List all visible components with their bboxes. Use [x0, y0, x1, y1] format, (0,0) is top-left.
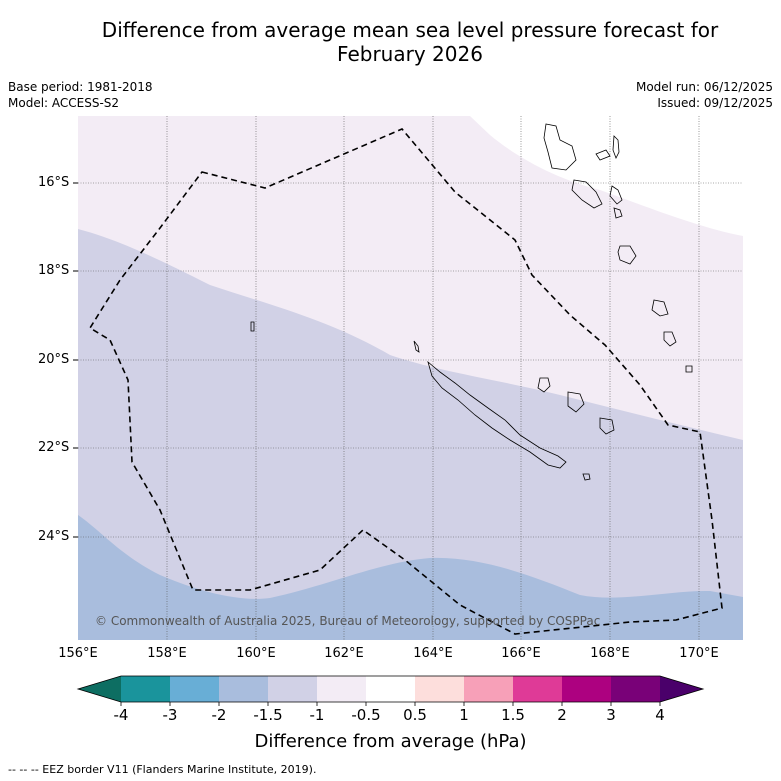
copyright-notice: © Commonwealth of Australia 2025, Bureau… [95, 614, 601, 628]
colorbar-tick-label: 1.5 [501, 706, 525, 724]
lat-label-16s: 16°S [38, 175, 70, 190]
lon-label-158e: 158°E [147, 646, 187, 661]
title-line-2: February 2026 [337, 42, 483, 66]
loyalty-islands-3 [599, 417, 615, 435]
colorbar-tick-label: 0.5 [403, 706, 427, 724]
loyalty-islands-1 [537, 377, 551, 393]
colorbar-tick-label: 4 [655, 706, 665, 724]
eez-legend-footer: -- -- -- EEZ border V11 (Flanders Marine… [8, 763, 317, 776]
belep-islands [413, 340, 420, 353]
model-name: Model: ACCESS-S2 [8, 96, 120, 110]
colorbar-segment-2 [170, 676, 219, 702]
lat-label-24s: 24°S [38, 529, 70, 544]
isle-of-pines [582, 473, 591, 481]
lon-label-170e: 170°E [679, 646, 719, 661]
model-run: Model run: 06/12/2025 [635, 80, 773, 94]
vanuatu-pentecost [609, 185, 623, 205]
colorbar-tick-label: -0.5 [351, 706, 381, 724]
medium-anomaly-region [78, 229, 743, 640]
lon-label-162e: 162°E [324, 646, 364, 661]
colorbar-tick-label: -3 [162, 706, 178, 724]
loyalty-islands-2 [567, 391, 585, 413]
new-caledonia [427, 360, 567, 469]
lon-label-160e: 160°E [236, 646, 276, 661]
colorbar-segment-11 [611, 676, 660, 702]
colorbar-tick-label: 2 [557, 706, 567, 724]
colorbar-high-extension [660, 676, 703, 702]
coastlines [250, 123, 693, 481]
white-region [470, 116, 743, 236]
issued-date: Issued: 09/12/2025 [657, 96, 773, 110]
lat-label-22s: 22°S [38, 440, 70, 455]
lon-label-168e: 168°E [590, 646, 630, 661]
lat-label-20s: 20°S [38, 352, 70, 367]
colorbar-tick-label: -4 [113, 706, 129, 724]
colorbar-segment-7 [415, 676, 464, 702]
meta-right: Model run: 06/12/2025 Issued: 09/12/2025 [636, 79, 773, 111]
chesterfield-1 [250, 321, 255, 332]
colorbar-label: Difference from average (hPa) [254, 731, 527, 752]
colorbar-segment-1 [121, 676, 170, 702]
colorbar-segment-8 [464, 676, 513, 702]
vanuatu-epi [613, 207, 623, 219]
lon-label-156e: 156°E [58, 646, 98, 661]
vanuatu-efate [617, 245, 637, 265]
title-line-1: Difference from average mean sea level p… [101, 18, 719, 42]
grid-lines [78, 116, 743, 640]
map-title: Difference from average mean sea level p… [0, 18, 781, 66]
colorbar [76, 675, 705, 706]
colorbar-tick-label: 1 [459, 706, 469, 724]
colorbar-tick-label: -1.5 [253, 706, 283, 724]
lat-ticks [73, 182, 78, 538]
lon-label-166e: 166°E [501, 646, 541, 661]
vanuatu-maewo [612, 135, 620, 159]
vanuatu-erromango [651, 299, 669, 317]
vanuatu-aneityum [685, 365, 693, 373]
dark-anomaly-region [78, 515, 743, 640]
meta-left: Base period: 1981-2018 Model: ACCESS-S2 [8, 79, 153, 111]
base-period: Base period: 1981-2018 [8, 80, 153, 94]
vanuatu-tanna [663, 331, 677, 347]
colorbar-tick-label: 3 [606, 706, 616, 724]
colorbar-segment-3 [219, 676, 268, 702]
vanuatu-malekula [571, 179, 603, 209]
lon-label-164e: 164°E [413, 646, 453, 661]
colorbar-segment-9 [513, 676, 562, 702]
lat-label-18s: 18°S [38, 263, 70, 278]
colorbar-low-extension [78, 676, 121, 702]
colorbar-segment-4 [268, 676, 317, 702]
colorbar-tick-label: -2 [211, 706, 227, 724]
colorbar-segment-6 [366, 676, 415, 702]
colorbar-tick-label: -1 [309, 706, 325, 724]
vanuatu-espiritu-santo [543, 123, 577, 171]
vanuatu-ambae [595, 149, 611, 161]
eez-border [88, 128, 723, 635]
map-area [78, 116, 743, 640]
colorbar-segment-5 [317, 676, 366, 702]
colorbar-segment-10 [562, 676, 611, 702]
